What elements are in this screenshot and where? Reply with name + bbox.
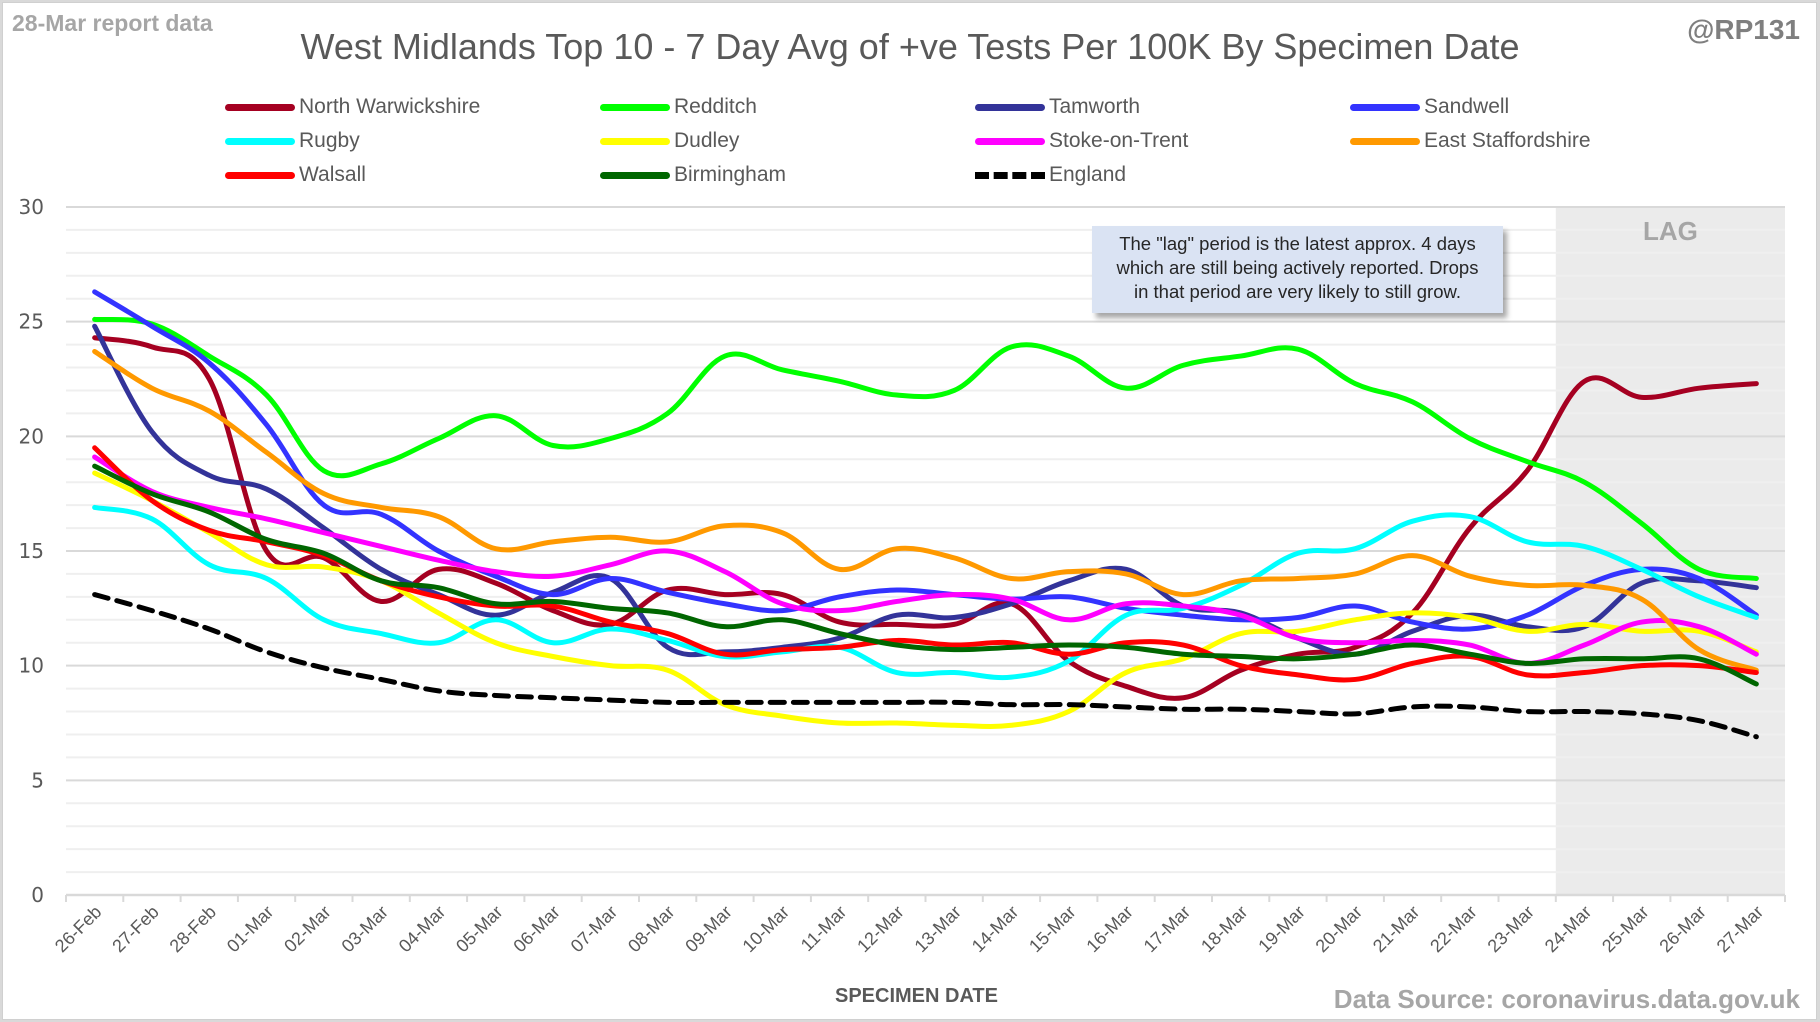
note-line: The "lag" period is the latest approx. 4… — [1119, 233, 1476, 254]
y-tick-label: 30 — [19, 195, 44, 219]
legend-label: Walsall — [299, 163, 366, 186]
legend-item: Redditch — [600, 92, 757, 122]
x-tick-label: 25-Mar — [1598, 902, 1652, 956]
legend-item: North Warwickshire — [225, 92, 480, 122]
legend-label: England — [1049, 163, 1127, 186]
x-axis-title: SPECIMEN DATE — [835, 985, 998, 1007]
x-tick-label: 24-Mar — [1541, 902, 1595, 956]
x-axis: 26-Feb 27-Feb 28-Feb 01-Mar 02-Mar 03-Mar 04-M… — [51, 895, 1786, 956]
legend-label: East Staffordshire — [1424, 129, 1591, 152]
y-tick-label: 0 — [31, 883, 44, 907]
legend-item: Stoke-on-Trent — [975, 126, 1188, 156]
legend-item: East Staffordshire — [1350, 126, 1591, 156]
x-tick-label: 28-Feb — [166, 902, 220, 956]
legend-swatch — [1350, 103, 1420, 111]
x-tick-label: 02-Mar — [280, 902, 334, 956]
x-tick-label: 19-Mar — [1254, 902, 1308, 956]
report-date-label: 28-Mar report data — [12, 10, 213, 36]
series-line-east-staffordshire — [92, 348, 1759, 673]
x-tick-label: 07-Mar — [567, 902, 621, 956]
legend-item: Dudley — [600, 126, 739, 156]
legend-label: Birmingham — [674, 163, 787, 186]
legend-item: Tamworth — [975, 92, 1140, 122]
x-tick-label: 03-Mar — [338, 902, 392, 956]
lag-note-box: The "lag" period is the latest approx. 4… — [1092, 226, 1503, 313]
x-tick-label: 22-Mar — [1426, 902, 1480, 956]
legend-swatch — [600, 103, 670, 111]
chart-title: West Midlands Top 10 - 7 Day Avg of +ve … — [300, 26, 1520, 67]
x-tick-label: 14-Mar — [968, 902, 1022, 956]
legend-item: Sandwell — [1350, 92, 1509, 122]
x-tick-label: 09-Mar — [681, 902, 735, 956]
data-source: Data Source: coronavirus.data.gov.uk — [1333, 984, 1800, 1014]
x-tick-label: 08-Mar — [624, 902, 678, 956]
legend-swatch — [600, 171, 670, 179]
legend-item: Walsall — [225, 160, 366, 190]
legend-swatch — [975, 171, 1045, 179]
legend-label: North Warwickshire — [299, 95, 481, 118]
y-tick-label: 5 — [31, 768, 44, 792]
x-tick-label: 13-Mar — [911, 902, 965, 956]
x-tick-label: 04-Mar — [395, 902, 449, 956]
legend-swatch — [225, 137, 295, 145]
x-tick-label: 27-Mar — [1713, 902, 1767, 956]
y-tick-label: 20 — [19, 424, 44, 448]
series-line-england — [92, 592, 1759, 740]
note-line: which are still being actively reported.… — [1116, 257, 1479, 278]
x-tick-label: 17-Mar — [1140, 902, 1194, 956]
x-tick-label: 01-Mar — [223, 902, 277, 956]
x-tick-label: 27-Feb — [108, 902, 162, 956]
legend-swatch — [975, 103, 1045, 111]
y-tick-label: 25 — [19, 310, 44, 334]
x-tick-label: 21-Mar — [1369, 902, 1423, 956]
legend-label: Redditch — [674, 95, 757, 118]
legend-item: England — [975, 160, 1126, 190]
y-axis-ticks: 0 5 10 15 20 25 30 — [19, 195, 44, 907]
legend-label: Rugby — [299, 129, 360, 152]
series-line-sandwell — [92, 289, 1759, 632]
x-tick-label: 26-Mar — [1655, 902, 1709, 956]
x-tick-label: 26-Feb — [51, 902, 105, 956]
x-tick-label: 12-Mar — [853, 902, 907, 956]
legend-item: Birmingham — [600, 160, 786, 190]
legend-swatch — [975, 137, 1045, 145]
author-handle: @RP131 — [1687, 14, 1800, 45]
minor-gridlines — [66, 228, 1785, 874]
y-tick-label: 10 — [19, 654, 44, 678]
legend: North Warwickshire Redditch Tamworth Sandwe… — [0, 92, 1820, 202]
x-tick-label: 11-Mar — [797, 902, 851, 956]
y-tick-label: 15 — [19, 539, 44, 563]
x-tick-label: 15-Mar — [1025, 902, 1079, 956]
legend-swatch — [1350, 137, 1420, 145]
legend-label: Sandwell — [1424, 95, 1510, 118]
x-tick-label: 06-Mar — [509, 902, 563, 956]
legend-item: Rugby — [225, 126, 360, 156]
legend-swatch — [225, 171, 295, 179]
x-tick-label: 05-Mar — [452, 902, 506, 956]
x-tick-label: 10-Mar — [739, 902, 793, 956]
note-line: in that period are very likely to still … — [1134, 281, 1461, 302]
legend-label: Tamworth — [1049, 95, 1141, 118]
x-tick-label: 18-Mar — [1197, 902, 1251, 956]
lag-label: LAG — [1643, 216, 1698, 246]
legend-label: Dudley — [674, 129, 740, 152]
series-line-stoke-on-trent — [92, 454, 1759, 666]
series-line-birmingham — [92, 463, 1759, 687]
x-tick-label: 23-Mar — [1484, 902, 1538, 956]
x-tick-label: 16-Mar — [1082, 902, 1136, 956]
series-line-rugby — [92, 504, 1759, 681]
legend-swatch — [600, 137, 670, 145]
legend-swatch — [225, 103, 295, 111]
x-tick-label: 20-Mar — [1312, 902, 1366, 956]
series-lines — [92, 289, 1759, 740]
series-line-redditch — [92, 316, 1759, 582]
legend-label: Stoke-on-Trent — [1049, 129, 1189, 152]
